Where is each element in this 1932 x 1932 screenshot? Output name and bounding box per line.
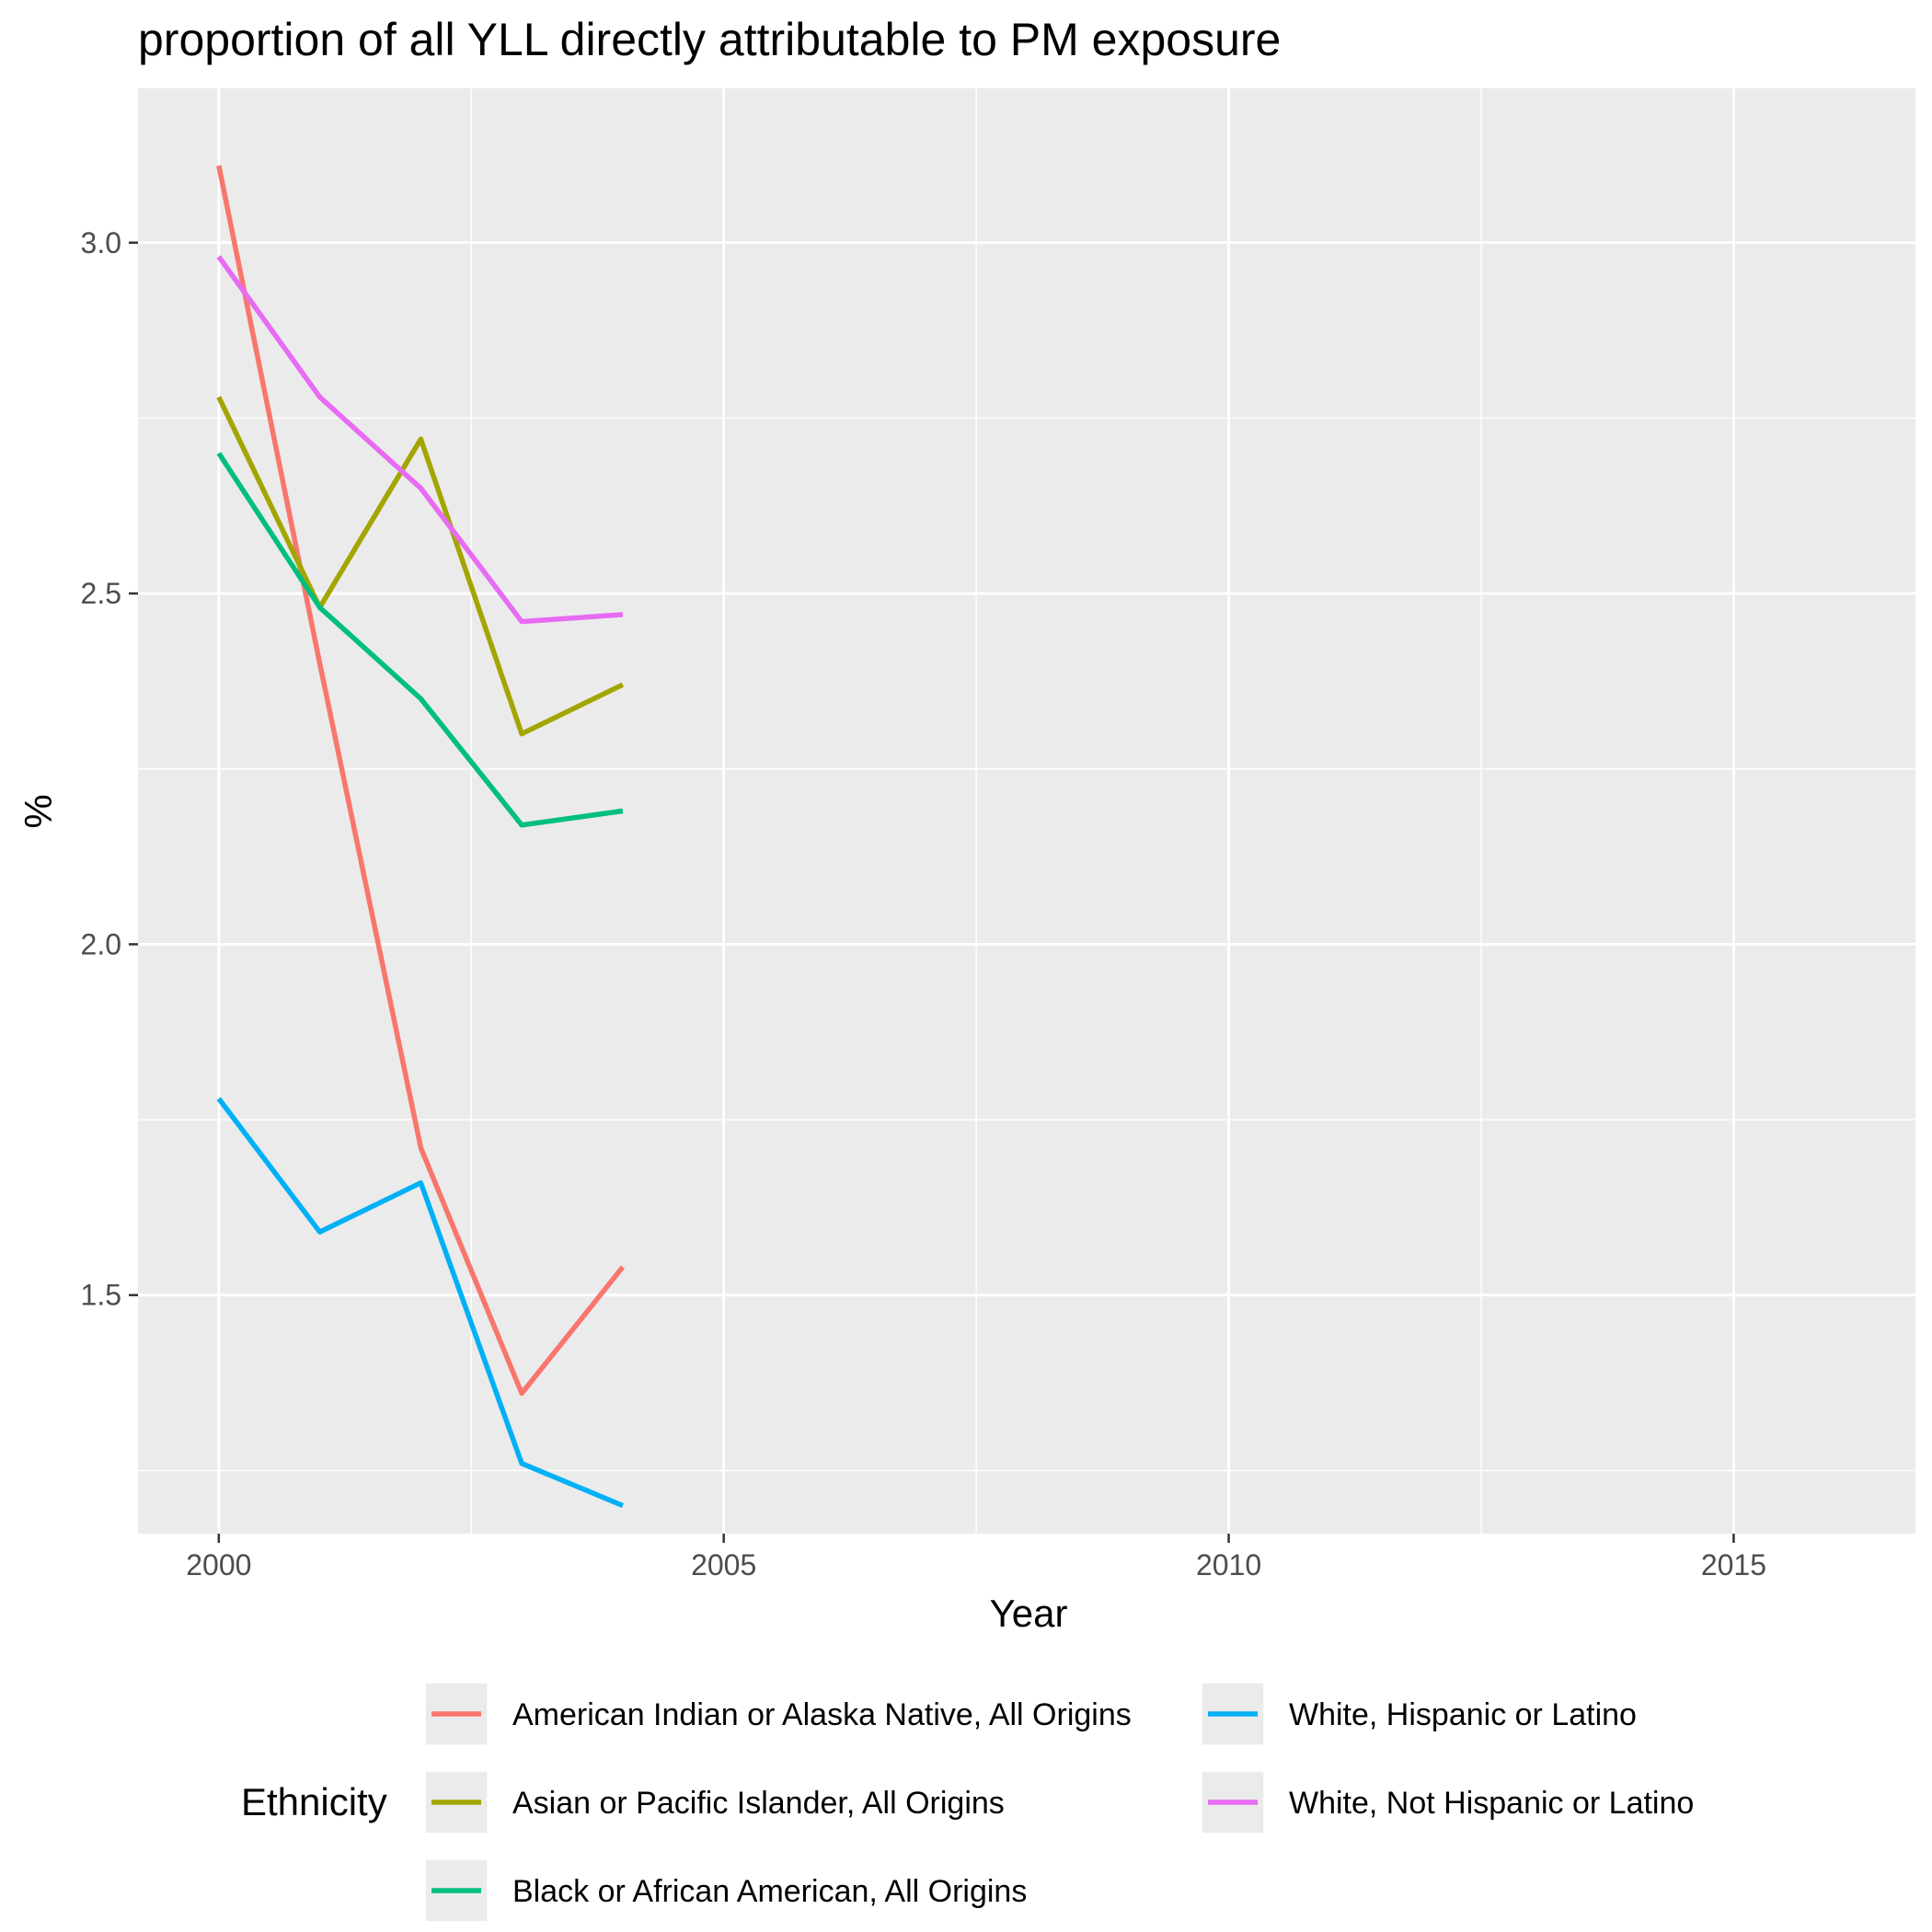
legend-label: Black or African American, All Origins [512, 1874, 1027, 1909]
series-line-white-not-hispanic-or-latino [216, 255, 624, 625]
x-tick-label: 2010 [1196, 1548, 1261, 1581]
y-tick-label: 3.0 [81, 226, 121, 259]
y-tick-label: 2.0 [81, 927, 121, 960]
y-tick-label: 1.5 [81, 1279, 121, 1312]
series-lines [216, 165, 626, 1509]
x-tick-label: 2000 [186, 1548, 251, 1581]
legend-label: American Indian or Alaska Native, All Or… [512, 1697, 1132, 1732]
legend-title: Ethnicity [241, 1780, 387, 1823]
legend-label: Asian or Pacific Islander, All Origins [512, 1786, 1005, 1821]
x-tick-label: 2005 [691, 1548, 756, 1581]
x-axis-title: Year [990, 1592, 1068, 1635]
major-gridlines [138, 88, 1915, 1534]
series-line-white-hispanic-or-latino [216, 1097, 624, 1509]
y-tick-label: 2.5 [81, 577, 121, 610]
series-line-black-or-african-american-all-origins [216, 452, 624, 828]
series-line-american-indian-or-alaska-native-all-origins [216, 165, 626, 1397]
legend: American Indian or Alaska Native, All Or… [424, 1682, 1694, 1923]
x-tick-label: 2015 [1701, 1548, 1766, 1581]
y-axis-ticks: 1.5 2.0 2.5 3.0 [81, 226, 138, 1312]
legend-label: White, Not Hispanic or Latino [1289, 1786, 1694, 1821]
x-axis-ticks: 2000 2005 2010 2015 [186, 1534, 1766, 1581]
plot-panel [138, 88, 1915, 1534]
y-axis-title: % [17, 794, 60, 828]
minor-gridlines [138, 88, 1915, 1534]
chart-title: proportion of all YLL directly attributa… [138, 14, 1281, 65]
legend-label: White, Hispanic or Latino [1289, 1697, 1637, 1732]
series-line-asian-or-pacific-islander-all-origins [216, 396, 625, 737]
